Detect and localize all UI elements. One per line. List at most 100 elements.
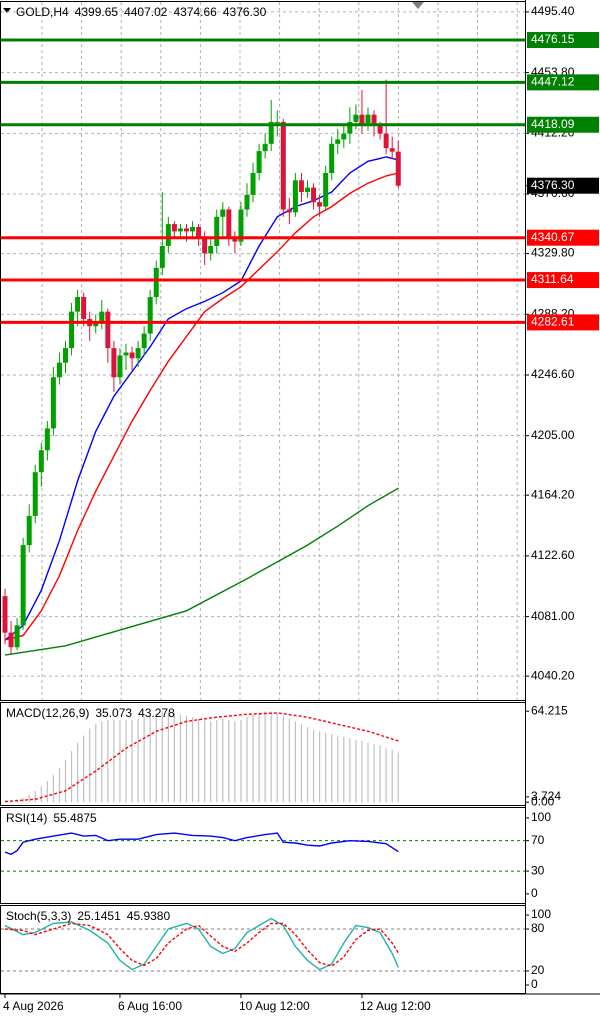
candle-body (274, 121, 280, 123)
candle-body (153, 267, 159, 298)
header-value: 35.073 (95, 706, 132, 720)
candle-body (311, 187, 317, 203)
candle-body (256, 151, 262, 174)
candle-body (238, 209, 244, 242)
level-label: 4282.61 (531, 315, 575, 329)
level-label-bg (527, 272, 599, 289)
candle-body (347, 121, 353, 134)
y-tick-label: 80 (531, 921, 545, 935)
candle-body (177, 228, 183, 232)
y-tick-label: 4495.40 (531, 4, 575, 18)
candle-body (2, 596, 8, 633)
y-tick-label: 0 (531, 886, 538, 900)
x-tick-label: 12 Aug 12:00 (360, 999, 431, 1013)
shift-marker (412, 2, 424, 9)
y-tick-label: 0.00 (531, 794, 555, 808)
indicator-line (4, 917, 399, 971)
candle-body (268, 121, 274, 144)
level-label-bg (527, 74, 599, 91)
candle-body (335, 139, 341, 144)
x-tick-label: 10 Aug 12:00 (239, 999, 310, 1013)
panel-header: MACD(12,26,9) 35.073 43.278 (6, 706, 175, 720)
indicator-line (4, 712, 399, 803)
candle-body (69, 311, 75, 349)
y-tick-label: 70 (531, 833, 545, 847)
candle-body (141, 333, 147, 349)
y-tick-label: 3.724 (531, 789, 561, 803)
candle-body (159, 245, 165, 268)
y-tick-label: 100 (531, 810, 551, 824)
candle-body (244, 194, 250, 210)
indicator-line (4, 832, 399, 856)
candle-body (353, 114, 359, 122)
candle-body (20, 545, 26, 626)
last-price-bg (527, 177, 599, 194)
candle-body (81, 297, 87, 319)
candle-body (75, 297, 81, 312)
level-label-bg (527, 32, 599, 49)
candle-body (371, 114, 377, 125)
y-tick-label: 4246.60 (531, 367, 575, 381)
level-label: 4476.15 (531, 32, 575, 46)
candle-body (50, 377, 56, 429)
y-tick-label: 20 (531, 963, 545, 977)
level-label-bg (527, 229, 599, 246)
indicator-line (4, 156, 399, 641)
level-label: 4340.67 (531, 230, 575, 244)
candle-body (129, 352, 135, 359)
candle-body (32, 472, 38, 516)
candle-body (329, 143, 335, 174)
candle-body (99, 311, 105, 324)
candle-body (214, 216, 220, 246)
y-tick-label: 30 (531, 863, 545, 877)
candle-body (389, 148, 395, 152)
y-tick-label: 4205.00 (531, 428, 575, 442)
panel-collapse-icon (3, 8, 11, 13)
y-tick-label: 4122.60 (531, 548, 575, 562)
candle-body (377, 124, 383, 134)
panel-header: RSI(14) 55.4875 (6, 811, 97, 825)
candle-body (184, 228, 189, 232)
candle-body (135, 348, 141, 359)
candle-body (63, 348, 68, 363)
indicator-line (4, 172, 399, 641)
level-label: 4311.64 (531, 272, 574, 286)
y-tick-label: 100 (531, 907, 551, 921)
last-price-label: 4376.30 (531, 178, 575, 192)
candle-body (117, 355, 123, 378)
candle-body (341, 133, 347, 140)
candle-body (220, 209, 226, 217)
header-value: 25.1451 (77, 909, 121, 923)
level-label: 4418.09 (531, 117, 575, 131)
candle-body (8, 632, 14, 648)
candle-body (323, 173, 329, 207)
candle-body (196, 227, 202, 239)
panel-header: Stoch(5,3,3) 25.1451 45.9380 (6, 909, 170, 923)
candle-body (383, 133, 389, 149)
candle-body (190, 227, 196, 232)
candle-body (298, 180, 304, 192)
candle-body (395, 151, 401, 186)
candle-body (105, 311, 111, 349)
candle-body (14, 625, 20, 648)
header-value: 55.4875 (53, 811, 97, 825)
candle-body (292, 180, 298, 213)
candle-body (202, 238, 208, 254)
header-value: 45.9380 (127, 909, 171, 923)
header-value: 43.278 (138, 706, 175, 720)
y-tick-label: 4164.20 (531, 487, 575, 501)
level-label-bg (527, 314, 599, 331)
level-label-bg (527, 116, 599, 133)
candle-body (44, 428, 50, 451)
candle-body (38, 450, 44, 473)
level-label: 4447.12 (531, 75, 575, 89)
candle-body (147, 297, 153, 334)
candle-body (262, 143, 268, 152)
header-value: 4374.66 (173, 5, 217, 19)
panel-title: MACD(12,26,9) (6, 706, 89, 720)
candle-body (365, 114, 371, 125)
candle-body (26, 515, 32, 546)
